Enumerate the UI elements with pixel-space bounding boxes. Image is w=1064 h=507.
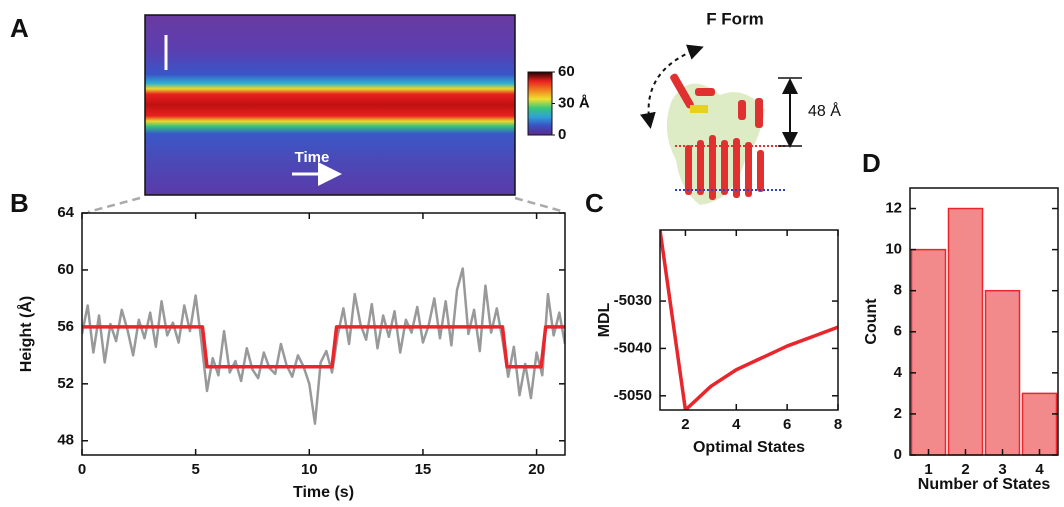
plot-frame <box>659 229 839 411</box>
data-line <box>82 325 565 369</box>
time-label: Time <box>295 149 330 166</box>
y-axis-label: MDL <box>596 302 613 337</box>
x-tick-label: 6 <box>783 416 791 433</box>
y-tick-label: 12 <box>885 200 902 217</box>
x-axis-label: Optimal States <box>693 439 805 456</box>
y-tick-label: 8 <box>894 282 902 299</box>
y-tick-label: 0 <box>894 446 902 463</box>
y-tick-label: 64 <box>57 204 74 221</box>
sheet <box>690 105 708 113</box>
y-tick-label: 2 <box>894 405 902 422</box>
colorbar-label: 60 <box>558 63 575 80</box>
x-tick-label: 15 <box>415 461 432 478</box>
panel-label: A <box>10 13 29 43</box>
y-tick-label: 52 <box>57 375 74 392</box>
plot-frame <box>909 187 1059 456</box>
structure-title: F Form <box>706 9 764 28</box>
x-tick-label: 3 <box>998 461 1006 478</box>
chart-panel: 2 4 6 8 -5030 -5040 -5050 Optimal States MDL <box>596 229 842 456</box>
y-tick-label: 56 <box>57 318 74 335</box>
y-tick-label: -5050 <box>614 387 652 404</box>
x-tick-label: 20 <box>528 461 545 478</box>
x-tick-label: 4 <box>1035 461 1044 478</box>
panel-labels: A B C D <box>10 13 881 218</box>
kymograph-image <box>144 14 516 196</box>
x-tick-label: 2 <box>681 416 689 433</box>
x-tick-label: 10 <box>301 461 318 478</box>
x-axis-label: Time (s) <box>293 484 354 501</box>
x-axis-label: Number of States <box>918 476 1051 493</box>
colorbar-label: 30 Å <box>558 94 590 111</box>
chart-panel: 0 30 Å 60 <box>527 63 590 143</box>
y-tick-label: 6 <box>894 323 902 340</box>
colorbar-label: 0 <box>558 126 566 143</box>
height-label: 48 Å <box>808 101 841 120</box>
panel-label: B <box>10 188 29 218</box>
bar <box>910 248 947 456</box>
x-tick-label: 1 <box>924 461 932 478</box>
bar <box>1021 392 1058 456</box>
plot-frame <box>81 212 566 456</box>
y-tick-label: -5040 <box>614 339 652 356</box>
x-tick-label: 8 <box>834 416 842 433</box>
rotation-arrow <box>639 44 704 129</box>
y-axis-label: Height (Å) <box>16 296 35 372</box>
x-tick-label: 4 <box>732 416 741 433</box>
y-tick-label: 4 <box>894 364 903 381</box>
bar <box>984 289 1021 456</box>
data-line <box>82 267 565 425</box>
x-tick-label: 0 <box>78 461 86 478</box>
colorbar <box>527 71 553 136</box>
y-tick-label: 48 <box>57 432 74 449</box>
y-tick-label: 60 <box>57 261 74 278</box>
zoom-line <box>87 196 141 214</box>
y-axis-label: Count <box>863 298 880 345</box>
y-tick-label: 10 <box>885 241 902 258</box>
bar <box>947 207 984 456</box>
zoom-line <box>514 196 566 214</box>
panel-label: D <box>862 148 881 178</box>
x-tick-label: 5 <box>191 461 199 478</box>
structure: F Form 48 Å <box>639 9 841 205</box>
y-tick-label: -5030 <box>614 292 652 309</box>
helices <box>670 73 764 200</box>
kymograph: Time <box>87 14 566 214</box>
panel-label: C <box>585 188 604 218</box>
data-line <box>660 230 838 410</box>
x-tick-label: 2 <box>961 461 969 478</box>
chart-panel: 0 5 10 15 20 48 52 56 60 64 Time (s) Height (Å) <box>16 204 566 501</box>
